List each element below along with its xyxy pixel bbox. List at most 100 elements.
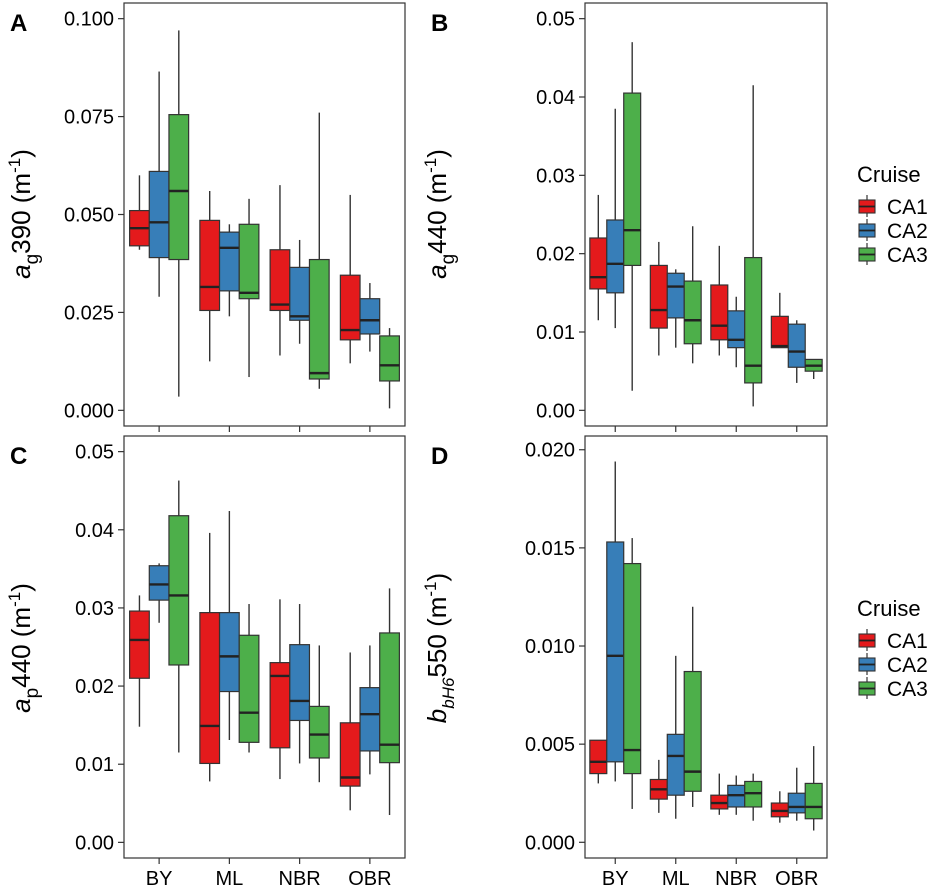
box-iqr bbox=[623, 92, 642, 267]
panel-d-box-ca2-obr bbox=[787, 767, 806, 821]
panel-c-xtick-label: OBR bbox=[348, 868, 391, 889]
panel-b-box-ca1-obr bbox=[770, 292, 789, 349]
panel-b-box-ca3-nbr bbox=[744, 85, 763, 407]
legend-key-ca2 bbox=[858, 653, 876, 675]
legend-label-ca1: CA1 bbox=[887, 630, 928, 653]
box-iqr bbox=[379, 335, 400, 382]
box-iqr bbox=[606, 541, 625, 763]
box-iqr bbox=[666, 733, 685, 796]
box-iqr bbox=[359, 687, 381, 752]
box-iqr bbox=[666, 272, 685, 319]
panel-c-ytick-label: 0.04 bbox=[75, 520, 114, 542]
box-iqr bbox=[218, 231, 240, 292]
box-iqr bbox=[129, 610, 150, 679]
panel-c-letter: C bbox=[10, 443, 27, 470]
legend-key-ca1 bbox=[858, 195, 876, 217]
panel-d-ytick-label: 0.020 bbox=[525, 440, 575, 462]
panel-d-letter: D bbox=[431, 443, 448, 470]
box-iqr bbox=[289, 266, 311, 321]
box-iqr bbox=[238, 223, 260, 300]
box-iqr bbox=[744, 256, 763, 384]
legend-key-ca3 bbox=[858, 243, 876, 265]
box-iqr bbox=[308, 258, 330, 380]
panel-a-ytick-label: 0.050 bbox=[64, 205, 114, 227]
panel-d-box-ca1-nbr bbox=[710, 773, 729, 815]
panel-c-xtick-label: NBR bbox=[279, 868, 321, 889]
box-iqr bbox=[289, 644, 311, 722]
panel-b-box-ca1-ml bbox=[649, 241, 668, 356]
legend-label-ca2: CA2 bbox=[887, 654, 928, 677]
panel-c-xtick-label: BY bbox=[146, 868, 173, 889]
panel-d-ytick-label: 0.015 bbox=[525, 538, 575, 560]
panel-c-box-ca3-ml bbox=[238, 604, 260, 753]
legend-label-ca2: CA2 bbox=[887, 220, 928, 243]
panel-c: C ap440 (m-1) 0.00 0.01 0.02 0.03 0.04 0.05 BY… bbox=[5, 435, 406, 889]
panel-d-ytick-label: 0.010 bbox=[525, 636, 575, 658]
panel-c-box-ca2-nbr bbox=[289, 604, 311, 764]
panel-d-xtick-label: ML bbox=[662, 868, 690, 889]
panel-c-ytick-label: 0.05 bbox=[75, 442, 114, 464]
panel-a-box-ca3-obr bbox=[379, 328, 400, 409]
panel-b-ytick-label: 0.02 bbox=[536, 244, 575, 266]
panel-a-box-ca3-nbr bbox=[308, 112, 330, 389]
panel-d-ylabel: bbH6550 (m-1) bbox=[421, 573, 458, 723]
panel-c-xtick-label: ML bbox=[215, 868, 243, 889]
box-iqr bbox=[379, 632, 400, 764]
panel-a-ytick-label: 0.000 bbox=[64, 400, 114, 422]
panel-d-box-ca3-by bbox=[623, 538, 642, 809]
panel-d-box-ca1-obr bbox=[770, 791, 789, 823]
panel-b-ytick-label: 0.00 bbox=[536, 400, 575, 422]
panel-a-ytick-label: 0.100 bbox=[64, 9, 114, 31]
panel-b-ytick-label: 0.05 bbox=[536, 9, 575, 31]
box-iqr bbox=[683, 670, 702, 792]
legend-key-ca2 bbox=[858, 219, 876, 241]
panel-b-box-ca2-nbr bbox=[727, 296, 746, 368]
panel-c-ytick-label: 0.02 bbox=[75, 676, 114, 698]
box-iqr bbox=[606, 219, 625, 294]
box-iqr bbox=[199, 612, 221, 765]
box-iqr bbox=[168, 114, 190, 261]
legend-key-ca3 bbox=[858, 677, 876, 699]
panel-a-box-ca1-obr bbox=[339, 194, 361, 364]
legend-label-ca3: CA3 bbox=[887, 244, 928, 267]
panel-b-box-ca1-by bbox=[589, 194, 608, 321]
panel-c-ytick-label: 0.01 bbox=[75, 754, 114, 776]
box-iqr bbox=[787, 792, 806, 814]
panel-a-ytick-label: 0.075 bbox=[64, 107, 114, 129]
box-iqr bbox=[218, 612, 240, 693]
panel-c-box-ca3-nbr bbox=[308, 645, 330, 783]
box-iqr bbox=[589, 237, 608, 290]
legend-title: Cruise bbox=[857, 162, 921, 187]
panel-b-box-ca3-by bbox=[623, 42, 642, 391]
panel-b: B ag440 (m-1) 0.00 0.01 0.02 0.03 0.04 0.05 bbox=[421, 2, 828, 432]
panel-c-box-ca3-by bbox=[168, 480, 190, 753]
panel-c-box-ca1-nbr bbox=[269, 599, 291, 780]
legend-title: Cruise bbox=[857, 596, 921, 621]
panel-c-box-ca3-obr bbox=[379, 588, 400, 816]
legend-label-ca3: CA3 bbox=[887, 678, 928, 701]
panel-a-box-ca3-ml bbox=[238, 198, 260, 378]
panel-b-letter: B bbox=[431, 10, 448, 37]
box-iqr bbox=[649, 264, 668, 329]
panel-a-box-ca2-by bbox=[148, 71, 170, 297]
box-iqr bbox=[359, 298, 381, 335]
box-iqr bbox=[787, 323, 806, 368]
box-iqr bbox=[339, 722, 361, 787]
box-iqr bbox=[148, 565, 170, 601]
panel-c-box-ca1-obr bbox=[339, 652, 361, 811]
box-iqr bbox=[199, 219, 221, 312]
panel-b-ytick-label: 0.01 bbox=[536, 322, 575, 344]
panel-d-box-ca3-ml bbox=[683, 606, 702, 807]
box-iqr bbox=[710, 284, 729, 341]
panel-a-box-ca1-ml bbox=[199, 191, 221, 362]
box-iqr bbox=[589, 739, 608, 775]
panel-b-box-ca3-ml bbox=[683, 226, 702, 364]
panel-c-ytick-label: 0.00 bbox=[75, 832, 114, 854]
legend-label-ca1: CA1 bbox=[887, 196, 928, 219]
panel-d-xtick-label: BY bbox=[602, 868, 629, 889]
panel-c-ytick-label: 0.03 bbox=[75, 598, 114, 620]
panel-a-letter: A bbox=[10, 10, 27, 37]
box-iqr bbox=[683, 280, 702, 345]
